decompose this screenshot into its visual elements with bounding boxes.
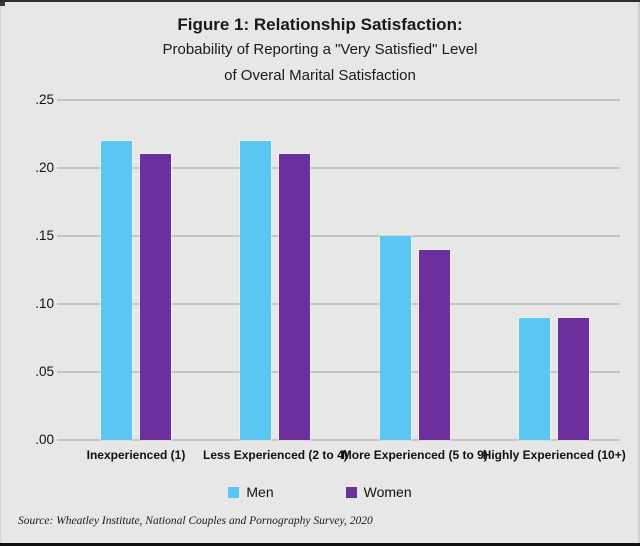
bar-men-3 [519, 317, 551, 440]
bar-women-1 [279, 154, 311, 440]
legend-label-women: Women [363, 484, 412, 500]
gridline-.20 [57, 167, 620, 169]
legend-swatch-men [228, 486, 240, 498]
gridline-.10 [57, 303, 620, 305]
gridline-.15 [57, 235, 620, 237]
y-axis-tick-label: .25 [35, 92, 54, 107]
figure-subtitle-line-2: of Overal Marital Satisfaction [224, 67, 416, 84]
bar-men-2 [379, 236, 411, 440]
gridline-.25 [57, 99, 620, 101]
bar-men-0 [101, 140, 132, 440]
legend: Men Women [0, 484, 640, 500]
x-axis-category-label: Highly Experienced (10+) [482, 448, 626, 462]
bar-women-3 [558, 317, 590, 440]
y-axis-tick-label: .20 [35, 160, 54, 175]
source-note: Source: Wheatley Institute, National Cou… [18, 515, 373, 527]
title-block: Figure 1: Relationship Satisfaction: Pro… [0, 12, 640, 89]
bar-women-0 [140, 154, 171, 440]
x-axis-category-label: More Experienced (5 to 9) [341, 448, 488, 462]
bar-men-1 [240, 140, 272, 440]
y-axis-tick-label: .00 [35, 432, 54, 447]
legend-swatch-women [345, 486, 357, 498]
figure-subtitle-line-1: Probability of Reporting a "Very Satisfi… [162, 41, 478, 58]
figure-title: Figure 1: Relationship Satisfaction: [177, 15, 463, 34]
gridline-.00 [57, 439, 620, 441]
legend-item-men: Men [228, 484, 274, 500]
x-axis-category-label: Less Experienced (2 to 4) [203, 448, 348, 462]
y-axis-tick-label: .10 [35, 296, 54, 311]
corner-notch [0, 2, 5, 6]
gridline-.05 [57, 371, 620, 373]
y-axis-tick-label: .05 [35, 364, 54, 379]
bar-women-2 [418, 249, 450, 440]
legend-label-men: Men [246, 484, 274, 500]
y-axis-tick-label: .15 [35, 228, 54, 243]
legend-item-women: Women [345, 484, 412, 500]
x-axis-category-label: Inexperienced (1) [86, 448, 186, 462]
